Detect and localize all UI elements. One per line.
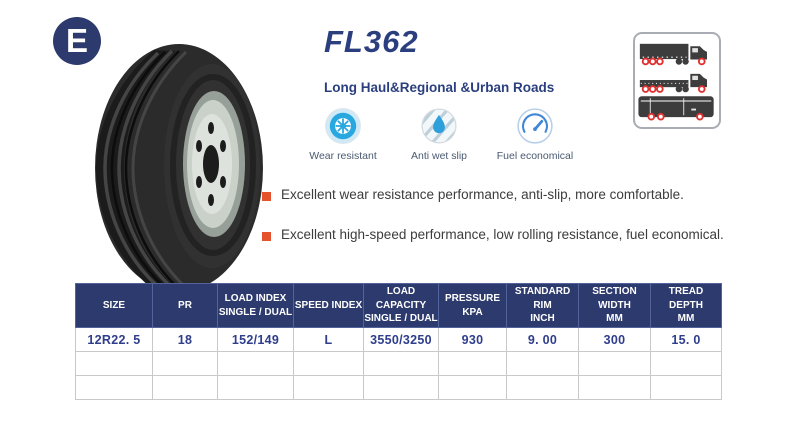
application-legend — [633, 32, 721, 129]
feature-anti-wet-slip: Anti wet slip — [391, 107, 487, 162]
spec-table: SIZE PR LOAD INDEX SINGLE / DUAL SPEED IN… — [75, 283, 722, 400]
table-cell — [578, 375, 651, 400]
table-cell: 300 — [578, 327, 651, 352]
bullet-square-icon — [262, 192, 271, 201]
table-cell — [75, 351, 153, 376]
header-cell-pr: PR — [152, 283, 218, 328]
table-cell: 9. 00 — [506, 327, 579, 352]
brand-logo: E — [53, 17, 101, 65]
spec-data-row: 12R22. 5 18 152/149 L 3550/3250 930 9. 0… — [75, 327, 722, 352]
flatbed-trailer-truck — [639, 73, 707, 93]
feature-list: Wear resistant Anti wet slip — [295, 107, 583, 162]
tire-wear-icon — [325, 108, 361, 144]
fuel-gauge-icon — [517, 108, 553, 144]
feature-label: Fuel economical — [496, 150, 574, 162]
water-drop-icon — [421, 108, 457, 144]
table-cell: 930 — [438, 327, 507, 352]
table-cell — [363, 375, 439, 400]
header-cell-standard-rim: STANDARD RIM INCH — [506, 283, 579, 328]
table-cell — [650, 351, 722, 376]
product-category: Long Haul&Regional &Urban Roads — [324, 80, 555, 95]
table-cell — [293, 375, 364, 400]
table-cell — [75, 375, 153, 400]
table-cell — [363, 351, 439, 376]
header-cell-speed-index: SPEED INDEX — [293, 283, 364, 328]
table-cell: 18 — [152, 327, 218, 352]
selling-point: Excellent wear resistance performance, a… — [262, 187, 793, 202]
table-cell: 15. 0 — [650, 327, 722, 352]
header-cell-pressure: PRESSURE KPA — [438, 283, 507, 328]
feature-label: Anti wet slip — [410, 150, 468, 162]
feature-fuel-economical: Fuel economical — [487, 107, 583, 162]
product-name: FL362 — [324, 24, 419, 59]
table-cell — [438, 351, 507, 376]
header-cell-section-width: SECTION WIDTH MM — [578, 283, 651, 328]
box-trailer-truck — [639, 43, 707, 66]
table-cell — [506, 375, 579, 400]
feature-wear-resistant: Wear resistant — [295, 107, 391, 162]
truck-positions-icon — [638, 43, 714, 121]
selling-point: Excellent high-speed performance, low ro… — [262, 227, 793, 242]
selling-point-text: Excellent wear resistance performance, a… — [281, 187, 684, 202]
table-cell — [152, 375, 218, 400]
table-cell: 12R22. 5 — [75, 327, 153, 352]
header-cell-tread-depth: TREAD DEPTH MM — [650, 283, 722, 328]
table-cell: 152/149 — [217, 327, 294, 352]
header-cell-load-capacity: LOAD CAPACITY SINGLE / DUAL — [363, 283, 439, 328]
tire-product-image — [95, 44, 266, 294]
table-cell: 3550/3250 — [363, 327, 439, 352]
spec-empty-row — [75, 351, 722, 376]
spec-header-row: SIZE PR LOAD INDEX SINGLE / DUAL SPEED IN… — [75, 283, 722, 328]
bus — [638, 96, 714, 121]
table-cell — [217, 375, 294, 400]
table-cell — [506, 351, 579, 376]
selling-point-text: Excellent high-speed performance, low ro… — [281, 227, 724, 242]
brand-logo-letter: E — [65, 21, 88, 59]
header-cell-load-index: LOAD INDEX SINGLE / DUAL — [217, 283, 294, 328]
header-cell-size: SIZE — [75, 283, 153, 328]
table-cell — [650, 375, 722, 400]
table-cell: L — [293, 327, 364, 352]
selling-points: Excellent wear resistance performance, a… — [262, 187, 793, 267]
table-cell — [578, 351, 651, 376]
table-cell — [217, 351, 294, 376]
table-cell — [152, 351, 218, 376]
feature-label: Wear resistant — [309, 150, 377, 162]
bullet-square-icon — [262, 232, 271, 241]
table-cell — [293, 351, 364, 376]
spec-empty-row — [75, 375, 722, 400]
table-cell — [438, 375, 507, 400]
